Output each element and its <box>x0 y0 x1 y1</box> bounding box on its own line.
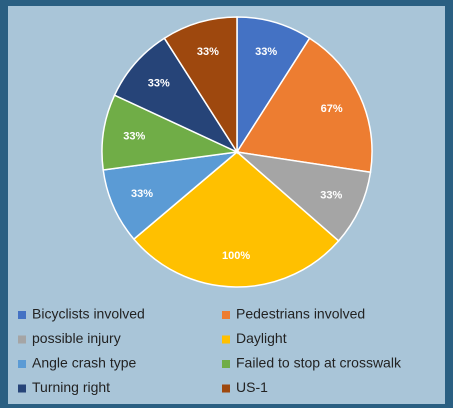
legend-label: Failed to stop at crosswalk <box>236 355 402 371</box>
data-label: 33% <box>255 46 277 58</box>
pie-slice <box>163 16 238 155</box>
legend-swatch <box>222 335 230 344</box>
data-label: 33% <box>123 130 145 142</box>
legend-label: US-1 <box>236 379 268 395</box>
data-label: 33% <box>148 77 170 89</box>
data-label: 67% <box>321 103 343 115</box>
legend-swatch <box>18 360 26 368</box>
data-label: 33% <box>197 46 219 58</box>
legend-label: Pedestrians involved <box>236 306 365 322</box>
legend-swatch <box>222 384 230 393</box>
legend-swatch <box>18 384 26 393</box>
legend-swatch <box>222 311 230 319</box>
legend-label: Daylight <box>236 330 287 346</box>
legend-label: Angle crash type <box>32 355 136 371</box>
data-label: 33% <box>320 190 342 202</box>
data-label: 33% <box>131 188 153 200</box>
data-label: 100% <box>222 250 250 262</box>
pie-slice <box>132 151 340 288</box>
pie-slice <box>235 37 373 174</box>
legend-label: possible injury <box>32 330 121 346</box>
legend-label: Turning right <box>32 379 110 395</box>
legend-swatch <box>18 311 26 319</box>
legend-swatch <box>222 360 230 368</box>
legend-swatch <box>18 335 26 344</box>
legend-label: Bicyclists involved <box>32 306 145 322</box>
